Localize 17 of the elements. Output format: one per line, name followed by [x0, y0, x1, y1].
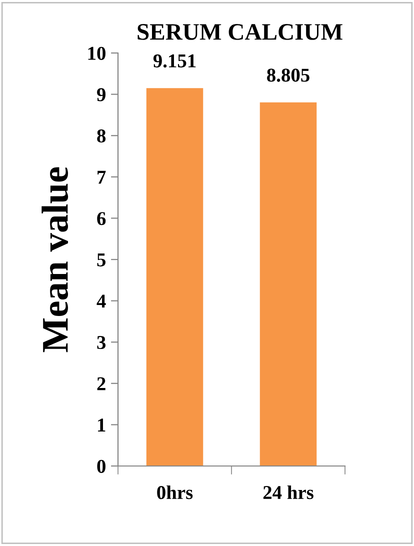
y-axis-title: Mean value [42, 167, 68, 352]
y-tick-label: 6 [97, 212, 106, 226]
data-label: 8.805 [267, 68, 310, 82]
y-tick-label: 1 [98, 418, 106, 432]
y-tick-label: 10 [88, 46, 106, 60]
data-label: 9.151 [153, 54, 196, 68]
y-tick-label: 3 [97, 336, 106, 350]
y-tick-label: 4 [96, 294, 106, 308]
y-tick-label: 0 [97, 460, 106, 473]
y-tick-label: 5 [97, 254, 106, 266]
x-tick-label: 0hrs [157, 485, 193, 500]
y-tick-label: 7 [98, 170, 106, 184]
chart-title: SERUM CALCIUM [138, 24, 342, 40]
y-tick-label: 9 [97, 88, 106, 102]
y-tick-label: 2 [97, 377, 106, 390]
x-tick-label: 24 hrs [263, 485, 314, 500]
y-tick-label: 8 [97, 129, 106, 143]
